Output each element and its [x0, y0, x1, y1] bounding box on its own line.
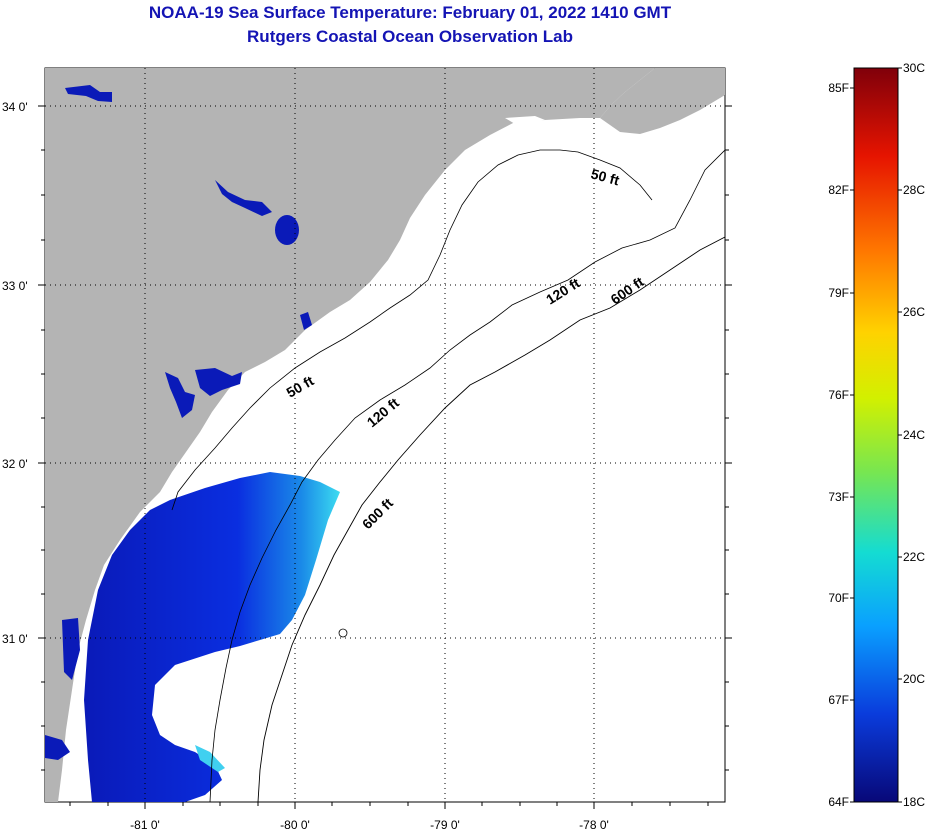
- colorbar-label-f: 67F: [828, 693, 849, 707]
- colorbar-label-c: 22C: [903, 550, 925, 564]
- inland-water: [300, 312, 312, 330]
- inland-water: [215, 180, 272, 216]
- lon-label: -78 0': [579, 818, 609, 832]
- colorbar-ticks: [850, 67, 902, 803]
- colorbar-label-c: 30C: [903, 61, 925, 75]
- land-cape: [600, 68, 725, 134]
- lon-label: -81 0': [130, 818, 160, 832]
- colorbar-label-c: 24C: [903, 428, 925, 442]
- lat-label: 34 0': [2, 100, 28, 114]
- inland-water: [62, 618, 80, 680]
- colorbar-label-c: 18C: [903, 795, 925, 809]
- contour-50ft: [171, 149, 653, 511]
- lat-label: 31 0': [2, 632, 28, 646]
- cloud-patch: [505, 116, 545, 124]
- lon-label: -79 0': [430, 818, 460, 832]
- contour-120ft: [209, 149, 725, 802]
- colorbar-label-f: 76F: [828, 388, 849, 402]
- inland-water: [195, 368, 242, 396]
- inland-water: [65, 85, 112, 102]
- lat-label: 32 0': [2, 457, 28, 471]
- sst-data-field: [84, 472, 340, 802]
- map-subtitle: Rutgers Coastal Ocean Observation Lab: [247, 27, 573, 46]
- inland-water: [45, 735, 70, 760]
- colorbar-label-c: 26C: [903, 305, 925, 319]
- seamount-contour: [338, 628, 348, 638]
- inland-water: [165, 372, 195, 418]
- lon-label: -80 0': [280, 818, 310, 832]
- colorbar-label-f: 85F: [828, 81, 849, 95]
- colorbar-label-c: 20C: [903, 672, 925, 686]
- colorbar-label-f: 82F: [828, 183, 849, 197]
- graticule: [45, 68, 725, 802]
- colorbar-label-f: 73F: [828, 490, 849, 504]
- colorbar-label-f: 79F: [828, 286, 849, 300]
- sst-warm-streak: [195, 745, 225, 772]
- axis-ticks: [38, 105, 732, 809]
- contour-600ft: [257, 236, 725, 802]
- lat-label: 33 0': [2, 279, 28, 293]
- land-mass: [45, 68, 655, 802]
- colorbar-label-c: 28C: [903, 183, 925, 197]
- colorbar-label-f: 70F: [828, 591, 849, 605]
- inland-water: [275, 215, 299, 245]
- contour-label: 50 ft: [589, 165, 621, 188]
- colorbar: [853, 67, 899, 803]
- cloud-patch: [160, 668, 232, 745]
- colorbar-label-f: 64F: [828, 795, 849, 809]
- map-title: NOAA-19 Sea Surface Temperature: Februar…: [148, 3, 672, 22]
